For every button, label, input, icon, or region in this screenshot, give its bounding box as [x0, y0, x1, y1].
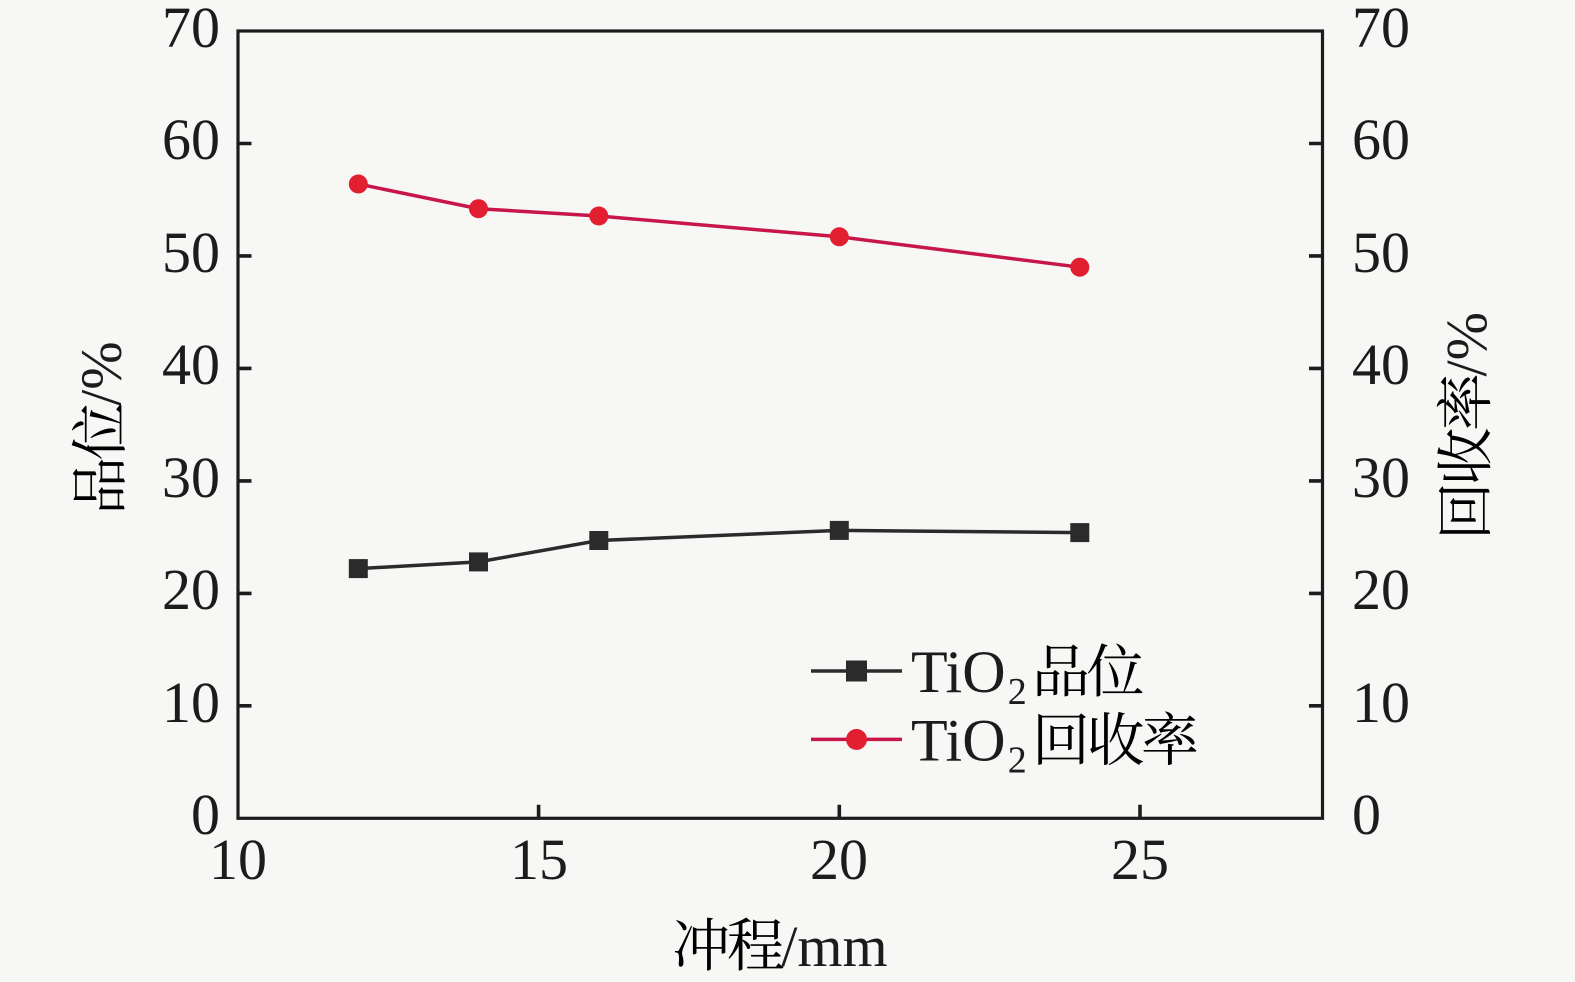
svg-text:TiO: TiO	[911, 639, 1006, 705]
svg-text:20: 20	[1352, 557, 1410, 622]
svg-text:10: 10	[1352, 670, 1410, 735]
svg-text:70: 70	[1352, 0, 1410, 60]
svg-text:10: 10	[209, 827, 267, 892]
svg-text:2: 2	[1008, 740, 1027, 782]
svg-text:40: 40	[162, 332, 220, 397]
svg-text:15: 15	[510, 827, 568, 892]
svg-text:0: 0	[191, 782, 220, 847]
svg-text:70: 70	[162, 0, 220, 60]
svg-text:/mm: /mm	[781, 914, 887, 979]
svg-text:25: 25	[1111, 827, 1169, 892]
svg-text:10: 10	[162, 670, 220, 735]
svg-text:30: 30	[162, 445, 220, 510]
svg-text:/%: /%	[68, 341, 133, 405]
svg-text:30: 30	[1352, 445, 1410, 510]
svg-text:40: 40	[1352, 332, 1410, 397]
svg-text:60: 60	[162, 107, 220, 172]
svg-text:/%: /%	[1434, 312, 1499, 376]
svg-text:0: 0	[1352, 782, 1381, 847]
svg-text:60: 60	[1352, 107, 1410, 172]
svg-text:20: 20	[162, 557, 220, 622]
svg-text:20: 20	[810, 827, 868, 892]
svg-text:50: 50	[162, 220, 220, 285]
svg-text:TiO: TiO	[911, 708, 1006, 774]
svg-text:50: 50	[1352, 220, 1410, 285]
svg-text:2: 2	[1008, 671, 1027, 713]
